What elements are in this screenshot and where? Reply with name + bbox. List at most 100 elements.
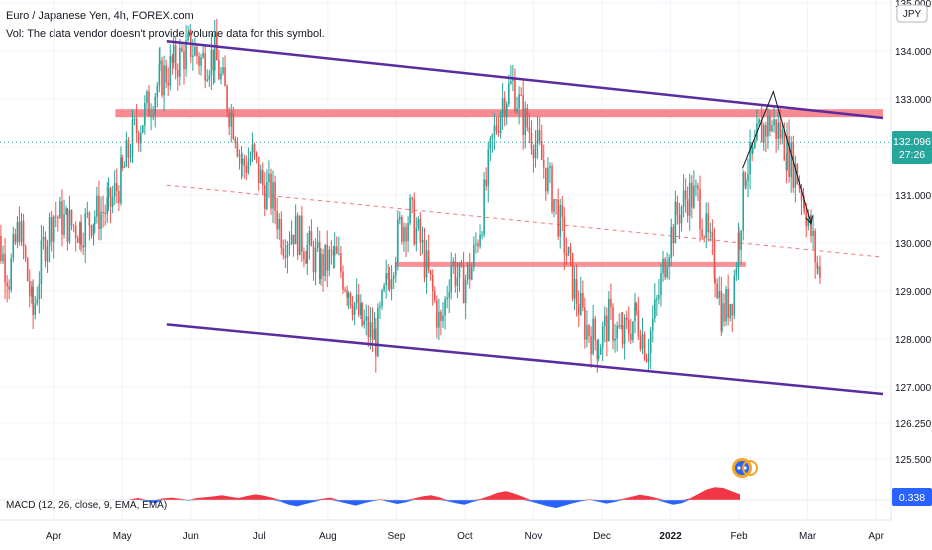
candle (538, 117, 541, 146)
candle (218, 49, 220, 81)
currency-badge[interactable]: JPY (896, 4, 928, 23)
candle (268, 160, 270, 198)
candle (647, 338, 650, 371)
candle (123, 161, 126, 169)
candle (501, 83, 504, 130)
candle-body (200, 57, 202, 66)
time-tick-label: Apr (868, 531, 884, 542)
candle (320, 248, 322, 286)
candle-body (392, 275, 395, 279)
candle (723, 293, 725, 327)
candle-body (718, 291, 721, 299)
candle (74, 221, 77, 252)
candle-body (181, 47, 183, 52)
time-scale[interactable]: Apr May Jun Jul Aug Sep Oct Nov Dec 2022 Feb Mar Apr (46, 531, 885, 542)
candle-body (280, 218, 283, 249)
candle (202, 44, 204, 59)
candle-body (52, 216, 55, 242)
candle (745, 178, 747, 190)
candle-body (601, 326, 604, 348)
candle (298, 215, 301, 256)
candle (680, 205, 683, 232)
candle (230, 104, 233, 143)
candle (139, 125, 142, 153)
candle (383, 282, 385, 293)
macd-value-tag[interactable]: 0.338 (892, 488, 932, 506)
candle-body (165, 65, 167, 83)
candle-body (485, 179, 487, 187)
candle (335, 236, 338, 255)
candle (397, 210, 399, 271)
candle (120, 146, 122, 206)
candle (113, 169, 116, 206)
candle-body (688, 182, 691, 216)
candle (603, 306, 606, 343)
candle-body (788, 136, 790, 178)
candle-body (559, 205, 562, 237)
candle-body (508, 83, 510, 104)
candle (676, 195, 679, 225)
candle (534, 130, 537, 168)
candle (318, 230, 321, 285)
annotation-layer-over[interactable] (166, 39, 884, 396)
candle-body (213, 34, 216, 71)
candle (411, 196, 413, 214)
candle-body (762, 125, 765, 143)
candle-body (176, 69, 179, 77)
candle-body (397, 219, 399, 262)
candle (713, 227, 716, 283)
candle-body (723, 303, 725, 322)
candle-body (499, 113, 502, 134)
candle-body (286, 245, 289, 258)
candle-body (668, 257, 670, 267)
candle-body (322, 253, 324, 277)
candle (634, 292, 636, 334)
candle (57, 215, 59, 232)
candle (116, 168, 118, 204)
candle (462, 252, 465, 304)
candle-body (272, 182, 274, 209)
candle-body (634, 302, 636, 322)
candle (278, 213, 281, 240)
candle-body (6, 282, 8, 287)
candle (695, 179, 697, 197)
candle-body (257, 156, 260, 184)
candle-body (810, 216, 812, 236)
candle (584, 297, 586, 349)
candle (491, 133, 494, 153)
candle (169, 44, 172, 91)
candle (651, 305, 654, 343)
candle-body (68, 210, 71, 242)
macd-histogram-negative (130, 500, 740, 508)
candle-body (586, 325, 588, 340)
candle-body (682, 190, 685, 207)
candle (238, 149, 241, 170)
candle-body (817, 266, 819, 269)
candle (222, 57, 224, 76)
candle-body (90, 225, 93, 236)
candle (401, 215, 403, 245)
replay-icon[interactable] (732, 458, 758, 478)
candle-body (590, 336, 592, 355)
candle (326, 230, 329, 287)
candle-body (413, 199, 416, 245)
candle (196, 44, 198, 65)
candle-body (377, 307, 379, 357)
candle-body (807, 219, 810, 227)
candle-body (468, 263, 471, 280)
candle (616, 321, 618, 352)
candle (516, 96, 518, 114)
candle (771, 120, 773, 133)
candle (36, 286, 39, 306)
candle-body (46, 246, 49, 262)
candle (18, 206, 21, 246)
candle (12, 226, 15, 263)
candle (765, 121, 767, 153)
candle (635, 301, 638, 316)
candle (226, 84, 228, 118)
candle (294, 204, 297, 245)
candle (82, 232, 84, 256)
candle (245, 155, 248, 180)
last-price-tag[interactable]: 132.096 27:26 (892, 131, 932, 164)
